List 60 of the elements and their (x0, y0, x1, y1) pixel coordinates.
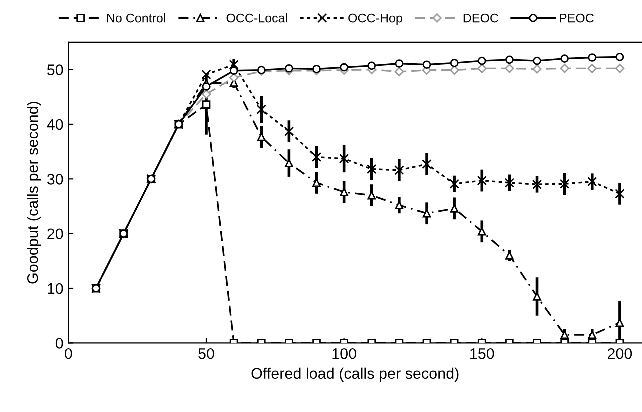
legend-label: No Control (107, 14, 166, 23)
x-tick-label: 50 (198, 348, 214, 360)
point (615, 189, 625, 199)
point (367, 164, 377, 174)
point (450, 59, 459, 68)
point (312, 152, 322, 162)
point (560, 54, 569, 64)
point (394, 67, 404, 77)
point (505, 64, 514, 74)
point (202, 70, 212, 80)
point (477, 176, 487, 186)
point (588, 54, 597, 62)
point (616, 53, 624, 62)
y-tick-label: 30 (47, 174, 64, 185)
point (340, 63, 348, 72)
point (478, 64, 487, 74)
point (560, 64, 570, 74)
legend-label: PEOC (560, 14, 594, 23)
point (504, 178, 515, 188)
legend-label: DEOC (464, 14, 499, 23)
point (202, 82, 211, 91)
legend-label: OCC-Local (226, 14, 288, 23)
point (533, 56, 542, 66)
x-tick-label: 100 (332, 348, 356, 360)
point (229, 73, 239, 83)
point (284, 126, 294, 136)
point (230, 66, 238, 76)
point (395, 60, 404, 68)
point (394, 166, 404, 176)
legend-label: OCC-Hop (348, 14, 402, 26)
point (256, 104, 266, 115)
point (422, 160, 432, 170)
point (285, 64, 294, 73)
point (506, 56, 514, 64)
point (229, 60, 239, 70)
y-tick-label: 40 (47, 119, 64, 130)
point (588, 177, 598, 187)
y-tick-label: 10 (48, 283, 64, 294)
point (450, 66, 460, 75)
y-axis-title: Goodput (calls per second) (27, 102, 42, 284)
x-tick-label: 150 (470, 348, 494, 360)
point (312, 65, 321, 74)
x-tick-label: 0 (65, 348, 72, 360)
point (532, 180, 542, 190)
point (588, 64, 598, 74)
point (422, 60, 432, 70)
y-tick-label: 0 (56, 338, 64, 349)
y-tick-label: 50 (47, 64, 64, 76)
point (450, 179, 460, 189)
point (478, 56, 486, 66)
x-axis-title: Offered load (calls per second) (252, 368, 459, 382)
point (560, 179, 570, 189)
y-tick-label: 20 (48, 228, 64, 240)
point (339, 154, 350, 164)
point (532, 64, 542, 74)
point (450, 204, 459, 213)
point (202, 90, 212, 100)
point (615, 64, 625, 74)
x-tick-label: 200 (608, 348, 632, 360)
point (368, 62, 376, 70)
